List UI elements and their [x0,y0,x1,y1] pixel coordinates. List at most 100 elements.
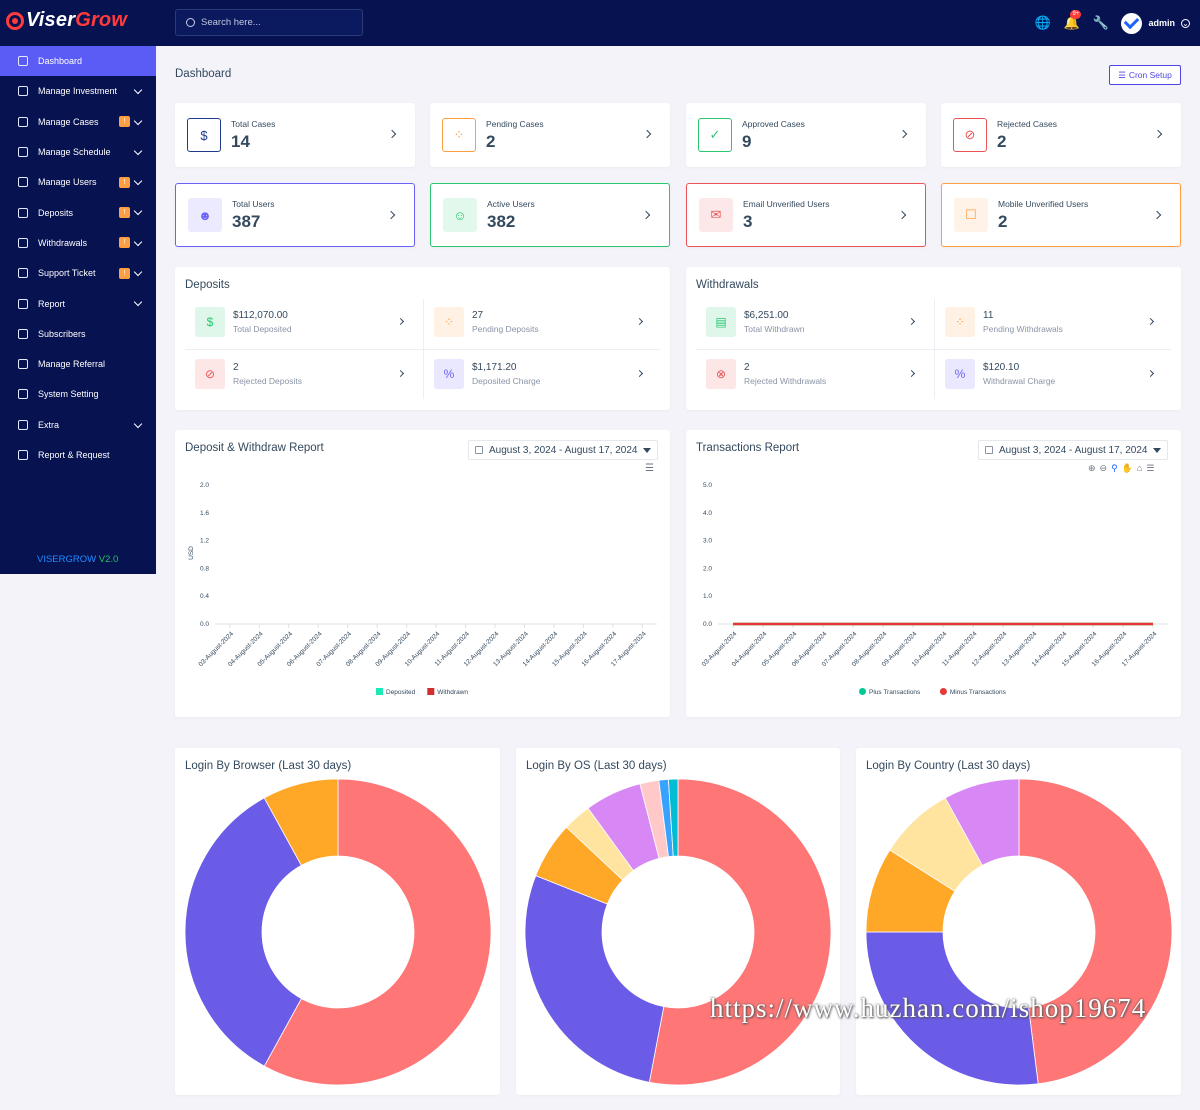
deposits-item-value: $1,171.20 [472,362,517,373]
deposit-withdraw-chart-card: Deposit & Withdraw Report August 3, 2024… [175,430,670,717]
sidebar-item-label: Subscribers [38,328,86,339]
money-icon: ▤ [706,307,736,337]
avatar [1121,12,1143,34]
legend-label: Withdrawn [437,689,468,696]
deposits-item[interactable]: $ $112,070.00 Total Deposited [185,299,413,345]
y-tick-label: 0.4 [200,593,209,600]
reset-home-icon[interactable]: ⌂ [1136,463,1143,473]
logo[interactable]: ViserGrow [6,9,127,32]
deposits-item[interactable]: ⊘ 2 Rejected Deposits [185,351,413,397]
chevron-down-icon [133,237,143,247]
sidebar-item-manage-schedule[interactable]: Manage Schedule [0,137,156,167]
sidebar-item-dashboard[interactable]: Dashboard [0,46,156,77]
stat-card-total-users[interactable]: ☻ Total Users 387 [175,183,415,247]
donut-slice [184,797,302,1067]
deposits-item-label: Total Deposited [233,324,292,334]
date-range-picker[interactable]: August 3, 2024 - August 17, 2024 [978,440,1169,460]
stat-card-total-cases[interactable]: $ Total Cases 14 [175,103,415,167]
sidebar-item-system-setting[interactable]: System Setting [0,379,156,409]
y-tick-label: 2.0 [200,482,209,489]
sidebar-item-manage-users[interactable]: Manage Users! [0,167,156,197]
withdrawals-item-label: Total Withdrawn [744,324,805,334]
language-icon[interactable]: 🌐 [1034,15,1051,30]
login-os-title: Login By OS (Last 30 days) [526,760,667,772]
ban-icon: ⊘ [953,118,987,152]
notification-bell-icon[interactable]: 🔔 9+ [1063,10,1082,30]
pan-hand-icon[interactable]: ✋ [1121,463,1133,473]
withdrawals-item[interactable]: ⊗ 2 Rejected Withdrawals [696,351,924,397]
watermark: https://www.huzhan.com/ishop19674 [710,993,1147,1023]
date-range-picker[interactable]: August 3, 2024 - August 17, 2024 [468,440,659,460]
search-input[interactable] [201,17,351,28]
version-label: VISERGROW V2.0 [37,554,118,565]
chevron-right-icon [1153,129,1163,139]
stat-label: Pending Cases [486,118,544,129]
y-tick-label: 0.0 [703,621,712,628]
withdrawals-item-label: Rejected Withdrawals [744,376,827,386]
chevron-down-icon [133,207,143,216]
y-tick-label: 0.8 [200,565,209,572]
mobile-off-icon: ☐ [954,198,988,232]
stat-card-approved-cases[interactable]: ✓ Approved Cases 9 [686,103,926,167]
stat-label: Mobile Unverified Users [998,198,1089,209]
sidebar-item-manage-investment[interactable]: Manage Investment [0,76,156,106]
sidebar-item-label: Manage Cases [38,116,99,127]
divider [185,349,660,350]
search-icon [186,18,195,27]
sidebar-item-manage-referral[interactable]: Manage Referral [0,349,156,379]
logo-mark-icon [6,11,24,30]
sidebar-item-withdrawals[interactable]: Withdrawals! [0,228,156,258]
withdrawals-item[interactable]: ⁘ 11 Pending Withdrawals [935,299,1163,345]
chevron-down-icon [133,267,143,277]
withdrawals-item[interactable]: ▤ $6,251.00 Total Withdrawn [696,299,924,345]
users-icon [18,177,28,188]
caret-down-icon [1153,447,1162,453]
sidebar-item-subscribers[interactable]: Subscribers [0,319,156,349]
y-axis-label: USD [188,546,195,560]
user-menu[interactable]: admin ⌄ [1121,12,1190,34]
sidebar-item-report-request[interactable]: Report & Request [0,440,156,470]
stat-card-mobile-unverified-users[interactable]: ☐ Mobile Unverified Users 2 [941,183,1181,247]
deposits-item[interactable]: ⁘ 27 Pending Deposits [424,299,652,345]
server-icon [18,419,28,430]
sidebar-item-label: System Setting [38,389,99,400]
date-range-value: August 3, 2024 - August 17, 2024 [489,444,638,456]
legend-label: Plus Transactions [869,689,921,696]
sidebar-item-report[interactable]: Report [0,288,156,318]
deposits-item[interactable]: % $1,171.20 Deposited Charge [424,351,652,397]
y-tick-label: 1.6 [200,510,209,517]
withdrawals-item[interactable]: % $120.10 Withdrawal Charge [935,351,1163,397]
sidebar-item-manage-cases[interactable]: Manage Cases! [0,107,156,137]
legend-swatch [376,688,383,695]
cron-setup-button[interactable]: ☰ Cron Setup [1109,65,1181,85]
chevron-right-icon [387,129,397,139]
y-tick-label: 2.0 [703,565,712,572]
zoom-in-icon[interactable]: ⊕ [1088,463,1096,473]
stat-card-pending-cases[interactable]: ⁘ Pending Cases 2 [430,103,670,167]
chart-menu-icon[interactable]: ☰ [645,463,654,474]
check-icon: ✓ [698,118,732,152]
chart-menu-icon[interactable]: ☰ [1146,463,1155,473]
sidebar-item-label: Dashboard [38,56,83,67]
zoom-selection-icon[interactable]: ⚲ [1111,463,1118,473]
sidebar-item-label: Report & Request [38,450,110,460]
stat-card-active-users[interactable]: ☺ Active Users 382 [430,183,670,247]
zoom-out-icon[interactable]: ⊖ [1099,463,1108,473]
sidebar-item-label: Manage Schedule [38,147,111,158]
version-name: VISERGROW [37,554,97,565]
divider [934,299,935,399]
stat-card-email-unverified-users[interactable]: ✉ Email Unverified Users 3 [686,183,926,247]
wrench-icon[interactable]: 🔧 [1092,15,1109,30]
chevron-right-icon [907,369,916,378]
sidebar-item-extra[interactable]: Extra [0,410,156,440]
envelope-icon: ✉ [699,198,733,232]
sidebar-item-deposits[interactable]: Deposits! [0,197,156,227]
sidebar-item-support-ticket[interactable]: Support Ticket! [0,258,156,288]
transactions-chart-card: Transactions Report August 3, 2024 - Aug… [686,430,1181,717]
legend-label: Deposited [386,689,416,696]
page-title: Dashboard [175,68,232,80]
stat-card-rejected-cases[interactable]: ⊘ Rejected Cases 2 [941,103,1181,167]
chart-legend: Deposited Withdrawn [376,688,468,696]
stat-label: Active Users [487,198,535,209]
brand-name-b: Grow [75,9,128,31]
